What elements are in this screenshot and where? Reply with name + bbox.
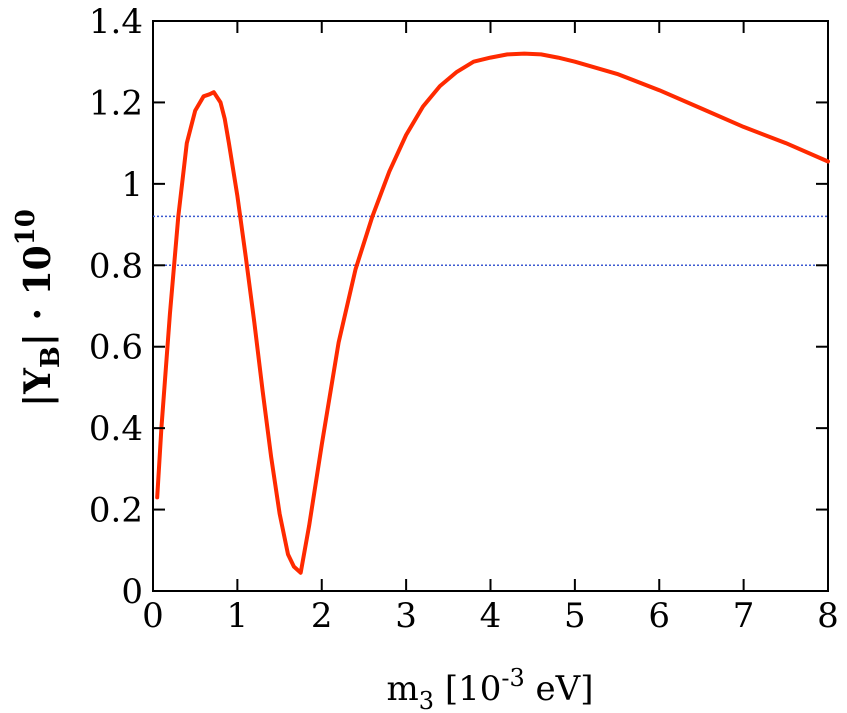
- plot-frame: [152, 20, 829, 592]
- y-tick-label: 0: [121, 572, 143, 612]
- x-tick-label: 3: [395, 596, 417, 636]
- y-tick-label: 1.2: [89, 83, 143, 123]
- x-tick-label: 8: [817, 596, 839, 636]
- x-axis-title: m3 [10-3 eV]: [386, 664, 593, 713]
- x-tick-label: 2: [311, 596, 333, 636]
- reference-lines: [153, 215, 828, 267]
- y-tick-label: 0.8: [89, 246, 143, 286]
- x-tick-label: 7: [733, 596, 755, 636]
- y-tick-label: 0.4: [89, 409, 143, 449]
- y-axis-title: |YB| · 1010: [11, 209, 66, 407]
- y-ticks: 0 0.2 0.4 0.6 0.8 1 1.2 1.4: [89, 2, 828, 612]
- x-tick-label: 5: [564, 596, 586, 636]
- plot-border: [152, 20, 829, 592]
- x-tick-label: 6: [648, 596, 670, 636]
- series-layer: [155, 51, 830, 575]
- x-tick-label: 4: [480, 596, 502, 636]
- x-ticks: 0 1 2 3 4 5 6 7 8: [142, 21, 839, 636]
- y-tick-label: 1.4: [89, 2, 143, 42]
- y-tick-label: 0.2: [89, 491, 143, 531]
- x-tick-label: 0: [142, 596, 164, 636]
- x-tick-label: 1: [227, 596, 249, 636]
- y-tick-label: 0.6: [89, 328, 143, 368]
- series-line: [155, 51, 830, 575]
- y-tick-label: 1: [121, 165, 143, 205]
